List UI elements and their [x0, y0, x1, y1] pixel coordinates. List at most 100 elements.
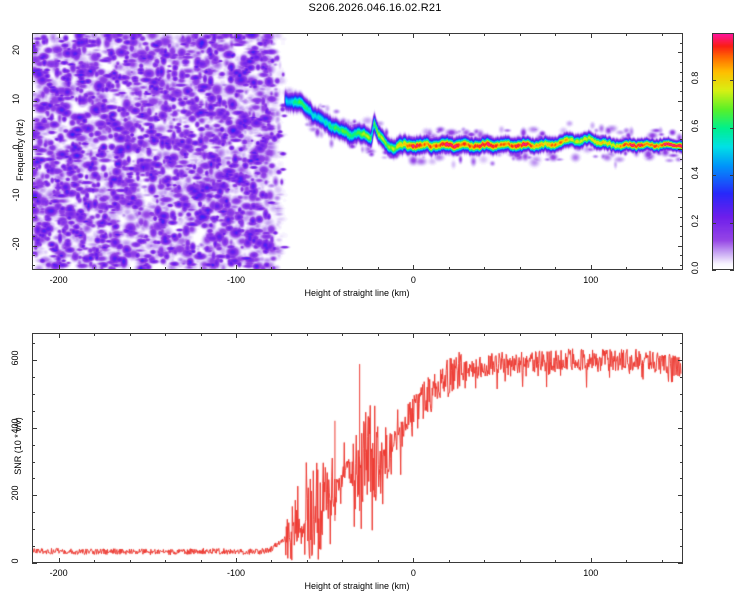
- colorbar-tick: [712, 270, 716, 271]
- spectrogram-xtick-top: [236, 33, 237, 38]
- spectrogram-xtick: [520, 267, 521, 270]
- colorbar-ticklabel: 0.4: [690, 166, 700, 180]
- spectrogram-ytick: [32, 149, 37, 150]
- snr-xtick-top: [236, 333, 237, 338]
- snr-ytick: [32, 546, 35, 547]
- snr-ytick: [32, 478, 35, 479]
- snr-ytick: [32, 495, 37, 496]
- snr-xtick-top: [130, 333, 131, 336]
- spectrogram-ytick: [32, 207, 35, 208]
- snr-xtick-top: [59, 333, 60, 338]
- snr-ytick-right: [680, 512, 683, 513]
- spectrogram-xtick-top: [520, 33, 521, 36]
- snr-ytick-right: [680, 478, 683, 479]
- spectrogram-ytick-right: [680, 217, 683, 218]
- snr-xtick: [236, 558, 237, 563]
- spectrogram-xtick-top: [307, 33, 308, 36]
- colorbar-tick: [712, 175, 716, 176]
- snr-xtick: [307, 560, 308, 563]
- snr-xtick: [59, 558, 60, 563]
- colorbar-gradient: [713, 34, 733, 269]
- snr-ytick-right: [678, 360, 683, 361]
- spectrogram-xtick-top: [94, 33, 95, 36]
- spectrogram-ytick: [32, 236, 35, 237]
- spectrogram-xtick: [271, 267, 272, 270]
- snr-xtick-top: [626, 333, 627, 336]
- spectrogram-xtick: [662, 267, 663, 270]
- snr-xtick-top: [555, 333, 556, 336]
- spectrogram-ytick-right: [680, 43, 683, 44]
- snr-xticklabel: -100: [226, 568, 245, 578]
- spectrogram-xtick-top: [484, 33, 485, 36]
- snr-ytick: [32, 343, 35, 344]
- spectrogram-yticklabel: -20: [11, 237, 21, 251]
- spectrogram-panel: [32, 33, 683, 270]
- spectrogram-xticklabel: -200: [49, 275, 68, 285]
- colorbar-tick: [712, 223, 716, 224]
- spectrogram-xtick: [591, 265, 592, 270]
- snr-ytick: [32, 462, 35, 463]
- snr-xtick: [94, 560, 95, 563]
- snr-xtick: [201, 560, 202, 563]
- spectrogram-ytick: [32, 159, 35, 160]
- spectrogram-ytick: [32, 197, 37, 198]
- spectrogram-ytick-right: [680, 33, 683, 34]
- spectrogram-ytick-right: [680, 178, 683, 179]
- spectrogram-ylabel: Frequency (Hz): [15, 119, 25, 182]
- snr-ytick-right: [680, 377, 683, 378]
- spectrogram-xtick-top: [165, 33, 166, 36]
- snr-yticklabel: 600: [10, 350, 20, 366]
- spectrogram-xtick: [378, 267, 379, 270]
- spectrogram-ytick: [32, 52, 37, 53]
- spectrogram-xtick: [342, 267, 343, 270]
- spectrogram-ytick-right: [678, 149, 683, 150]
- spectrogram-xticklabel: -100: [226, 275, 245, 285]
- snr-ytick-right: [680, 343, 683, 344]
- spectrogram-ytick-right: [680, 236, 683, 237]
- spectrogram-ytick: [32, 33, 35, 34]
- spectrogram-ytick: [32, 120, 35, 121]
- spectrogram-ytick: [32, 168, 35, 169]
- spectrogram-ytick-right: [680, 110, 683, 111]
- snr-xtick: [555, 560, 556, 563]
- snr-ytick: [32, 360, 37, 361]
- spectrogram-xtick: [307, 267, 308, 270]
- spectrogram-yticklabel: 20: [11, 45, 21, 56]
- spectrogram-ytick-right: [680, 130, 683, 131]
- snr-ytick: [32, 445, 35, 446]
- spectrogram-ytick-right: [680, 159, 683, 160]
- snr-ytick-right: [678, 428, 683, 429]
- snr-ytick: [32, 512, 35, 513]
- snr-ytick-right: [678, 495, 683, 496]
- spectrogram-xticklabel: 0: [410, 275, 416, 285]
- snr-ytick-right: [680, 462, 683, 463]
- snr-xticklabel: -200: [49, 568, 68, 578]
- spectrogram-xtick-top: [271, 33, 272, 36]
- snr-xtick-top: [94, 333, 95, 336]
- snr-xtick-top: [413, 333, 414, 338]
- snr-xtick: [591, 558, 592, 563]
- snr-xtick-top: [449, 333, 450, 336]
- spectrogram-ytick: [32, 226, 35, 227]
- spectrogram-ytick-right: [680, 265, 683, 266]
- snr-xtick-top: [342, 333, 343, 336]
- spectrogram-ytick-right: [678, 246, 683, 247]
- snr-xtick-top: [591, 333, 592, 338]
- spectrogram-xtick-top: [342, 33, 343, 36]
- spectrogram-ytick-right: [680, 168, 683, 169]
- snr-xtick-top: [165, 333, 166, 336]
- snr-ytick: [32, 377, 35, 378]
- snr-ytick-right: [680, 546, 683, 547]
- colorbar-ticklabel: 0.8: [690, 72, 700, 85]
- spectrogram-xtick: [201, 267, 202, 270]
- colorbar-ticklabel: 0.6: [690, 119, 700, 133]
- snr-xtick: [520, 560, 521, 563]
- spectrogram-xtick-top: [662, 33, 663, 36]
- spectrogram-ytick: [32, 139, 35, 140]
- snr-xtick: [130, 560, 131, 563]
- snr-plot-line: [33, 334, 682, 562]
- spectrogram-ytick: [32, 188, 35, 189]
- snr-xtick-top: [520, 333, 521, 336]
- snr-ytick: [32, 563, 37, 564]
- snr-xtick: [626, 560, 627, 563]
